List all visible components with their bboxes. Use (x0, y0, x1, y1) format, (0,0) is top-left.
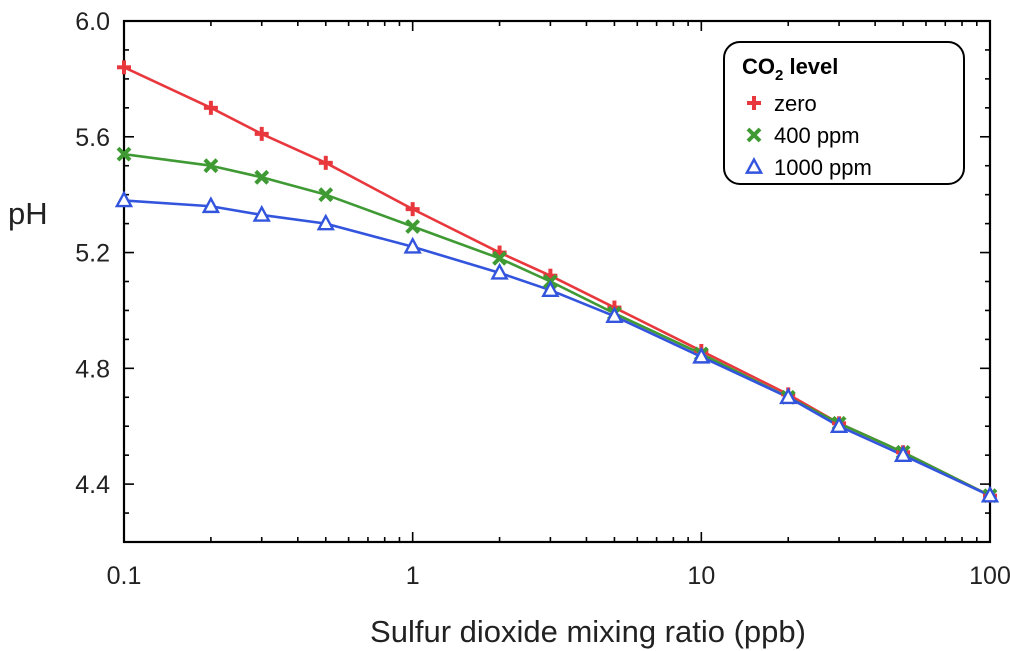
x-tick-label: 10 (687, 562, 715, 590)
data-point (203, 100, 218, 115)
axis-ticks (123, 20, 991, 542)
legend-marker-x (746, 127, 762, 143)
data-point (203, 158, 219, 174)
data-point (779, 387, 798, 405)
x-tick-label: 0.1 (107, 562, 142, 590)
series-markers-400-ppm (116, 146, 998, 504)
data-point (114, 190, 134, 208)
data-point (318, 187, 334, 203)
series-group (114, 60, 1000, 504)
y-tick-label: 4.8 (75, 355, 110, 383)
x-axis-label: Sulfur dioxide mixing ratio (ppb) (370, 614, 806, 649)
series-line (123, 152, 991, 497)
y-tick-label: 5.2 (75, 240, 110, 268)
series-1000-ppm (123, 199, 991, 497)
data-point (893, 445, 913, 462)
legend-marker-plus (747, 96, 761, 110)
data-point (254, 126, 269, 141)
x-tick-label: 1 (406, 562, 420, 590)
data-point (405, 202, 420, 217)
data-point (403, 236, 422, 254)
legend: CO2 level zero 400 ppm 1000 ppm (723, 41, 965, 185)
data-point (117, 60, 131, 75)
y-tick-label: 4.4 (75, 471, 110, 499)
data-point (490, 262, 509, 280)
data-point (605, 306, 624, 324)
data-point (316, 213, 335, 231)
data-point (492, 250, 507, 266)
y-axis-label: pH (8, 196, 48, 231)
data-point (201, 196, 221, 214)
series-400-ppm (123, 152, 991, 497)
x-tick-label: 100 (969, 562, 1010, 590)
legend-entry-label: zero (774, 91, 817, 116)
legend-marker-triangle (744, 156, 764, 174)
legend-title: CO2 level (742, 54, 838, 84)
y-tick-label: 5.6 (75, 124, 110, 152)
series-line (123, 199, 991, 497)
data-point (252, 204, 271, 222)
data-point (692, 346, 711, 364)
data-point (541, 280, 560, 298)
data-point (405, 219, 421, 234)
legend-entry-label: 400 ppm (774, 123, 860, 148)
y-tick-label: 6.0 (75, 8, 110, 36)
legend-box (723, 41, 965, 185)
series-markers-1000-ppm (114, 190, 1000, 503)
data-point (318, 155, 333, 170)
data-point (829, 416, 849, 434)
tick-labels: 0.1 1 10 100 4.4 4.8 5.2 5.6 6.0 (75, 8, 1010, 590)
legend-entry-label: 1000 ppm (774, 155, 872, 180)
data-point (254, 169, 270, 185)
data-point (116, 146, 132, 162)
data-point (980, 485, 1000, 503)
